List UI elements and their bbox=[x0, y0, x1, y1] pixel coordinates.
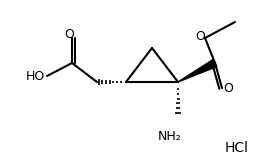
Polygon shape bbox=[178, 59, 217, 82]
Text: O: O bbox=[64, 28, 74, 40]
Text: HO: HO bbox=[25, 69, 45, 82]
Text: O: O bbox=[195, 30, 205, 43]
Text: HCl: HCl bbox=[225, 141, 249, 155]
Text: NH₂: NH₂ bbox=[158, 130, 182, 143]
Text: O: O bbox=[223, 82, 233, 95]
